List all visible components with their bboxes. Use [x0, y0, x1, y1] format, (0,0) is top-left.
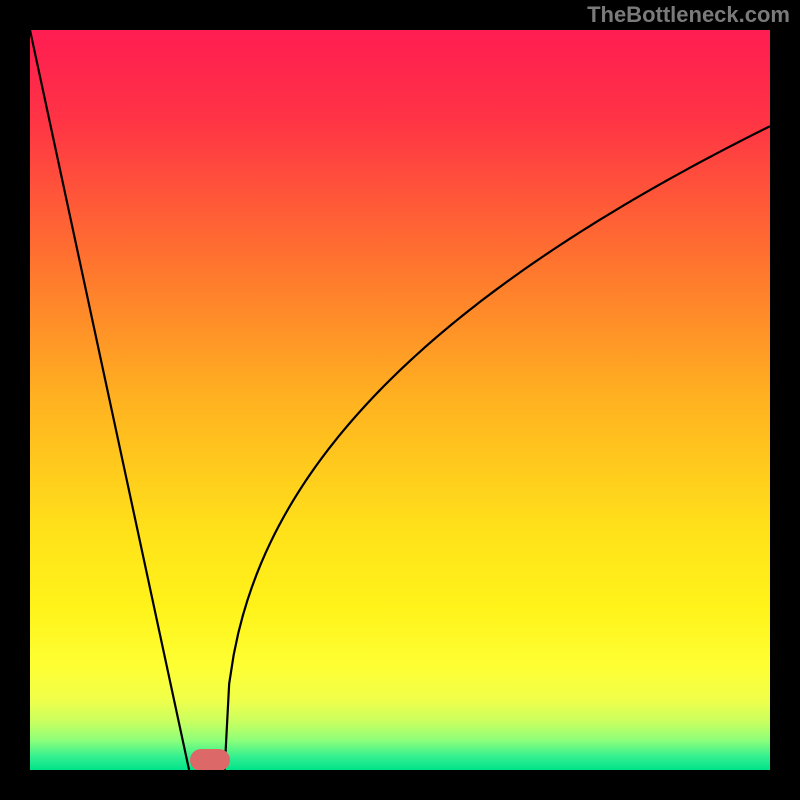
optimum-marker [190, 749, 230, 770]
curve-layer [30, 30, 770, 770]
watermark-text: TheBottleneck.com [587, 2, 790, 28]
chart-container: TheBottleneck.com [0, 0, 800, 800]
plot-area [30, 30, 770, 770]
bottleneck-curve [30, 30, 770, 770]
